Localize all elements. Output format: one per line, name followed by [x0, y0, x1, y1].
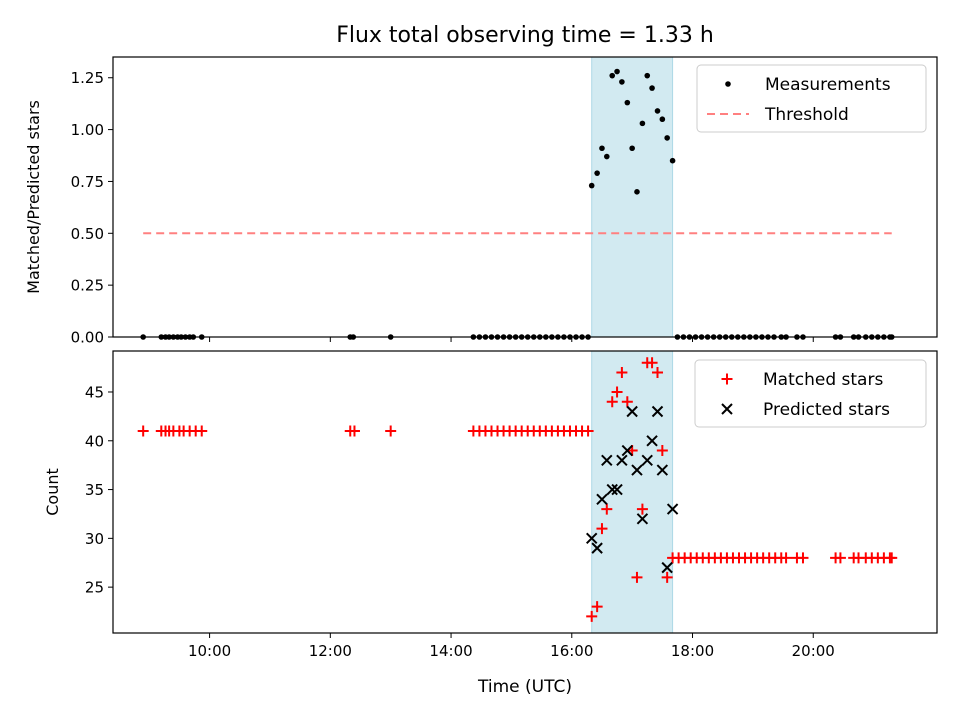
legend-label-threshold: Threshold [764, 105, 849, 125]
predicted-point [626, 405, 638, 418]
matched-point [834, 552, 846, 564]
y-axis-label: Count [43, 468, 62, 516]
legend-box [696, 64, 927, 133]
axes-frame [112, 56, 938, 338]
legend-marker-measurements [725, 81, 731, 87]
measurement-point [599, 145, 605, 152]
predicted-point [641, 454, 653, 466]
predicted-point [601, 454, 613, 466]
y-tick-label: 1.00 [71, 121, 104, 139]
y-tick-label: 35 [85, 481, 104, 499]
matched-point [621, 396, 633, 408]
measurement-point [594, 170, 600, 176]
y-tick-label: 30 [85, 530, 104, 548]
x-tick-label: 12:00 [309, 642, 352, 660]
matched-point [611, 386, 623, 398]
measurement-point [659, 116, 666, 123]
matched-point [652, 366, 664, 378]
x-tick-label: 14:00 [429, 642, 472, 660]
predicted-point [616, 454, 628, 466]
measurement-point [624, 99, 631, 106]
measurement-point [603, 153, 610, 160]
matched-point [886, 552, 898, 564]
shaded-interval [591, 56, 674, 338]
y-tick-label: 0.25 [71, 277, 104, 295]
predicted-point [596, 493, 608, 506]
matched-point [606, 396, 618, 408]
matched-point [385, 425, 397, 437]
legend-box [694, 359, 927, 428]
matched-point [601, 503, 613, 515]
matched-point [586, 610, 598, 622]
predicted-point [656, 464, 669, 476]
predicted-point [661, 561, 673, 574]
matched-point [631, 571, 643, 583]
measurement-point [644, 72, 651, 79]
measurement-point [609, 72, 616, 79]
y-tick-label: 40 [85, 432, 104, 450]
measurement-point [664, 135, 670, 141]
y-tick-label: 25 [85, 579, 104, 597]
matched-point [196, 425, 208, 437]
measurement-point [634, 189, 640, 195]
matched-point [646, 357, 658, 369]
matched-point [582, 425, 594, 437]
legend-label-measurements: Measurements [765, 75, 891, 95]
measurement-point [654, 108, 661, 114]
measurement-point [629, 145, 635, 152]
measurement-point [639, 120, 646, 127]
legend-label-predicted: Predicted stars [763, 400, 890, 420]
legend-marker-predicted [721, 403, 733, 415]
matched-point [661, 571, 673, 583]
measurement-point [619, 79, 625, 85]
y-tick-label: 0.00 [71, 329, 104, 347]
x-axis-label: Time (UTC) [477, 677, 572, 697]
predicted-point [631, 464, 643, 476]
top-panel: 0.00 0.25 0.50 0.75 1.00 1.25 Matched/Predicte… [24, 56, 938, 347]
predicted-point [646, 435, 658, 447]
x-tick-label: 16:00 [550, 642, 593, 660]
predicted-point [585, 532, 598, 545]
matched-point [636, 503, 648, 515]
predicted-point [621, 444, 634, 457]
predicted-point [651, 405, 664, 418]
matched-point [780, 552, 792, 564]
measurement-point [649, 85, 655, 91]
x-tick-label: 20:00 [792, 642, 835, 660]
predicted-point [591, 542, 603, 554]
predicted-point [606, 483, 618, 496]
matched-point [348, 425, 360, 437]
shaded-interval [591, 350, 674, 634]
y-tick-label: 45 [85, 383, 104, 401]
chart-title: Flux total observing time = 1.33 h [336, 23, 714, 48]
matched-point [656, 445, 668, 457]
matched-point [596, 523, 608, 535]
bottom-panel: 10:00 12:00 14:00 16:00 18:00 20:00 25 30 35 40 45… [43, 350, 938, 660]
measurement-point [614, 68, 620, 75]
legend-marker-matched [721, 373, 733, 385]
y-axis-label: Matched/Predicted stars [24, 100, 43, 294]
predicted-point [611, 483, 623, 496]
measurement-point [588, 182, 595, 189]
matched-point [616, 366, 628, 378]
predicted-point [636, 513, 649, 525]
matched-point [137, 425, 149, 437]
y-tick-label: 1.25 [71, 69, 104, 87]
y-tick-label: 0.50 [71, 225, 104, 243]
legend-label-matched: Matched stars [763, 370, 883, 390]
matched-point [591, 601, 603, 613]
axes-frame [112, 350, 938, 634]
x-tick-label: 18:00 [671, 642, 714, 660]
predicted-point [666, 503, 679, 515]
y-tick-label: 0.75 [71, 173, 104, 191]
matched-point [797, 552, 809, 564]
x-tick-label: 10:00 [188, 642, 231, 660]
measurement-point [669, 157, 676, 164]
